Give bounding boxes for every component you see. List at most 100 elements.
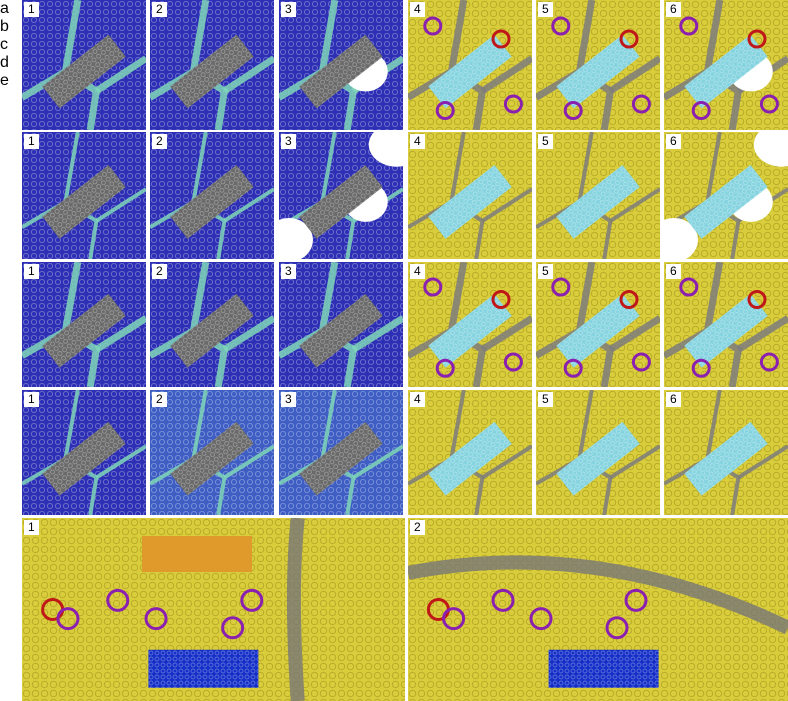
panel-number: 2 <box>152 264 167 279</box>
panel: 2 <box>150 262 274 387</box>
panel: 1 <box>22 0 146 130</box>
inclusion-texture <box>299 34 383 109</box>
panel: 3 <box>279 0 403 130</box>
ring-cluster <box>631 94 651 114</box>
inclusion-texture <box>428 164 512 239</box>
panel: 5 <box>536 390 660 515</box>
panel-image <box>664 132 788 259</box>
grain-boundary <box>481 187 532 223</box>
inclusion-texture <box>42 293 126 368</box>
panel-number: 1 <box>24 2 39 17</box>
panel-image <box>408 390 532 515</box>
inclusion <box>170 293 254 368</box>
grain-boundary <box>223 444 274 480</box>
panel-image <box>22 132 146 259</box>
panel-number: 4 <box>410 392 425 407</box>
inclusion-texture <box>684 164 768 239</box>
panel-number: 4 <box>410 264 425 279</box>
panel: 4 <box>408 0 532 130</box>
inclusion <box>170 164 254 239</box>
panel-number: 2 <box>152 134 167 149</box>
panel-number: 5 <box>538 2 553 17</box>
ring-cluster <box>503 352 523 372</box>
grain-boundary <box>286 518 305 701</box>
grain-boundary <box>480 315 532 353</box>
ring-cluster <box>221 616 245 640</box>
inclusion <box>170 421 254 496</box>
panel-image <box>150 0 274 130</box>
ring-cluster <box>491 290 511 309</box>
inclusion <box>428 421 512 496</box>
inclusion-texture <box>170 293 254 368</box>
inclusion-texture <box>42 164 126 239</box>
panel-number: 3 <box>281 134 296 149</box>
panel: 6 <box>664 0 788 130</box>
grain-boundary <box>94 55 146 94</box>
panel: 4 <box>408 262 532 387</box>
inclusion <box>556 293 640 368</box>
panel-number: 3 <box>281 264 296 279</box>
inclusion-texture <box>428 421 512 496</box>
ring-cluster <box>563 358 583 378</box>
panel-image <box>279 132 403 259</box>
inclusion <box>170 34 254 109</box>
void <box>279 217 313 259</box>
inclusion-texture <box>170 421 254 496</box>
grain-boundary <box>95 187 146 223</box>
ring-cluster <box>435 101 455 120</box>
panel-number: 3 <box>281 2 296 17</box>
row-label: d <box>0 54 9 71</box>
panel: 4 <box>408 132 532 259</box>
ring-cluster <box>619 290 639 309</box>
ring-cluster <box>106 588 130 612</box>
ring-cluster <box>605 616 629 640</box>
inclusion-texture <box>684 34 768 109</box>
inclusion-texture <box>548 649 659 688</box>
inclusion-texture <box>684 421 768 496</box>
ring-cluster <box>691 358 711 378</box>
ring-cluster <box>747 29 767 49</box>
grain-boundary <box>351 315 403 353</box>
inclusion-texture <box>170 34 254 109</box>
panel: 5 <box>536 0 660 130</box>
ring-cluster <box>423 277 443 297</box>
inclusion-texture <box>428 34 512 109</box>
inclusion <box>556 164 640 239</box>
ring-cluster <box>56 607 80 631</box>
inclusion <box>42 421 126 496</box>
row-label: e <box>0 72 9 89</box>
panel-image <box>664 390 788 515</box>
panel-number: 1 <box>24 134 39 149</box>
panel-number: 5 <box>538 134 553 149</box>
panel: 1 <box>22 390 146 515</box>
inclusion-texture <box>299 421 383 496</box>
inclusion-texture <box>684 293 768 368</box>
panel-image <box>536 262 660 387</box>
panel-number: 1 <box>24 520 39 535</box>
panel-number: 6 <box>666 392 681 407</box>
panel-image <box>22 390 146 515</box>
panel: 6 <box>664 132 788 259</box>
inclusion <box>299 34 383 109</box>
panel: 2 <box>150 132 274 259</box>
grain-boundary <box>609 444 660 480</box>
panel: 2 <box>408 518 788 701</box>
grain-boundary <box>352 444 403 480</box>
ring-cluster <box>619 29 639 49</box>
inclusion-texture <box>428 293 512 368</box>
row-label: c <box>0 36 8 53</box>
panel-number: 1 <box>24 264 39 279</box>
inclusion <box>42 293 126 368</box>
inclusion-texture <box>556 34 640 109</box>
panel-image <box>408 0 532 130</box>
inclusion <box>299 164 383 239</box>
panel: 6 <box>664 390 788 515</box>
ring-cluster <box>491 29 511 49</box>
inclusion-texture <box>556 164 640 239</box>
panel: 2 <box>150 0 274 130</box>
panel: 5 <box>536 262 660 387</box>
ring-cluster <box>563 101 583 120</box>
inclusion <box>556 34 640 109</box>
panel-number: 2 <box>152 392 167 407</box>
